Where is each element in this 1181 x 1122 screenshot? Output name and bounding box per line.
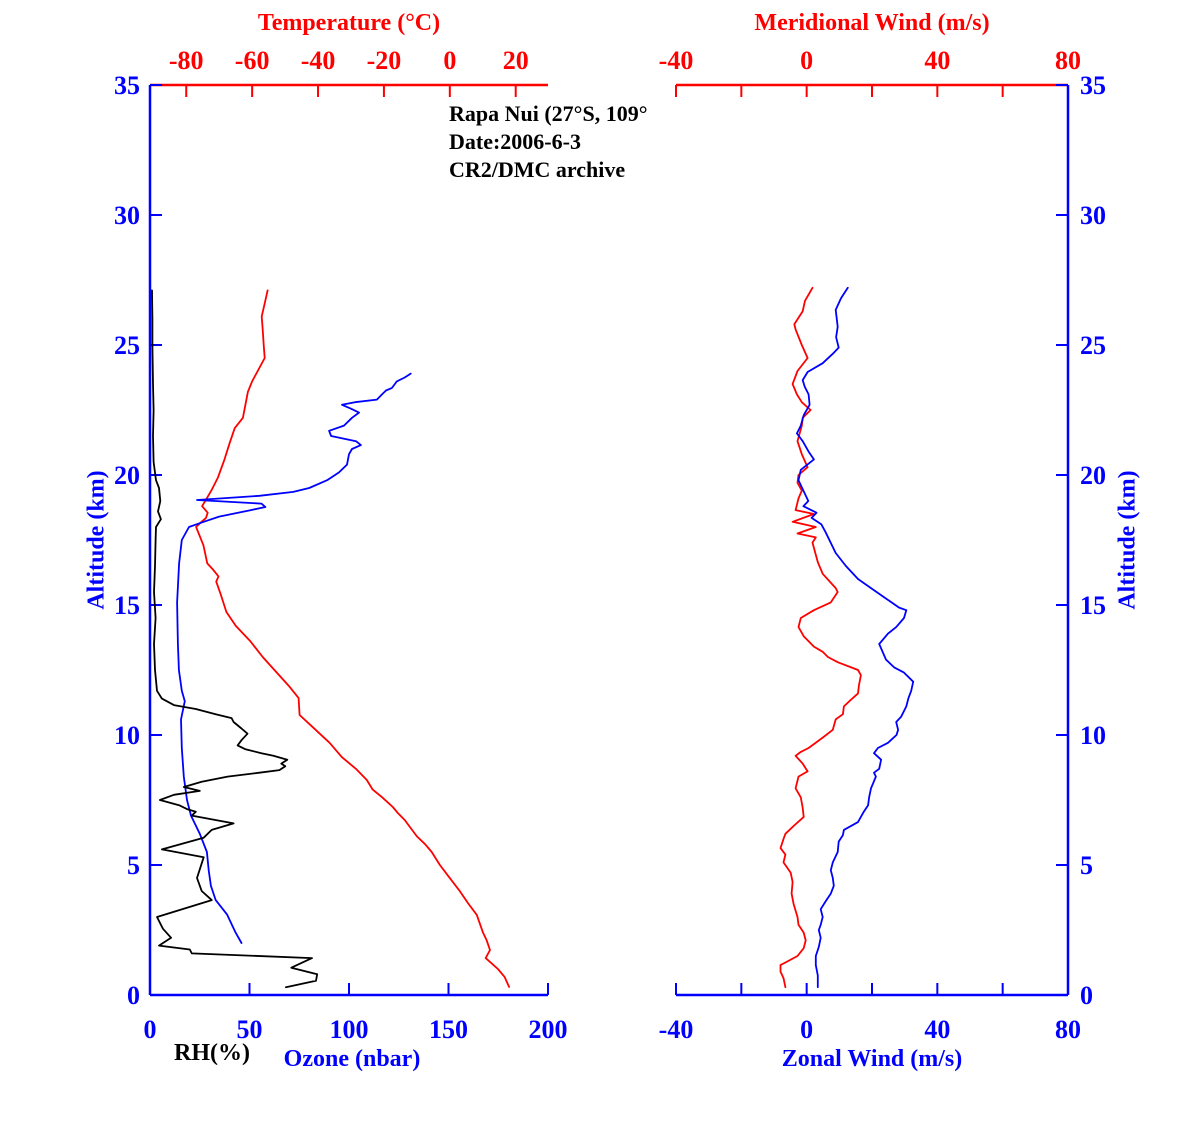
- altitude-axis-tick-label: 20: [1080, 461, 1106, 490]
- altitude-axis-tick-label: 35: [1080, 71, 1106, 100]
- station-annotation-line1: Rapa Nui (27°S, 109°: [449, 101, 648, 126]
- altitude-axis-title-right: Altitude (km): [1114, 470, 1141, 610]
- bottom-axis-tick-label: 0: [800, 1015, 813, 1044]
- meridional-axis-title: Meridional Wind (m/s): [754, 10, 990, 36]
- station-annotation: Rapa Nui (27°S, 109° Date:2006-6-3 CR2/D…: [449, 100, 648, 184]
- bottom-axis-tick-label: 50: [237, 1015, 263, 1044]
- altitude-axis-tick-label: 15: [1080, 591, 1106, 620]
- station-annotation-line3: CR2/DMC archive: [449, 157, 626, 182]
- altitude-axis-tick-label: 25: [1080, 331, 1106, 360]
- rh-axis-label: RH(%): [174, 1040, 250, 1066]
- top-axis-tick-label: 0: [443, 46, 456, 75]
- altitude-axis-tick-label: 10: [114, 721, 140, 750]
- top-axis-tick-label: -40: [659, 46, 694, 75]
- meridional-wind-curve: [779, 286, 862, 989]
- top-axis-tick-label: 20: [503, 46, 529, 75]
- top-axis-tick-label: -80: [169, 46, 204, 75]
- station-annotation-line2: Date:2006-6-3: [449, 129, 581, 154]
- altitude-axis-tick-label: 0: [1080, 981, 1093, 1010]
- temperature-curve: [195, 289, 511, 988]
- altitude-axis-tick-label: 5: [127, 851, 140, 880]
- zonal-axis-title: Zonal Wind (m/s): [781, 1046, 963, 1072]
- altitude-axis-tick-label: 20: [114, 461, 140, 490]
- top-axis-tick-label: 80: [1055, 46, 1081, 75]
- bottom-axis-tick-label: 80: [1055, 1015, 1081, 1044]
- rh-curve: [151, 289, 319, 989]
- top-axis-tick-label: 40: [924, 46, 950, 75]
- bottom-axis-tick-label: 200: [529, 1015, 568, 1044]
- altitude-axis-tick-label: 30: [114, 201, 140, 230]
- altitude-axis-tick-label: 15: [114, 591, 140, 620]
- top-axis-tick-label: -20: [367, 46, 402, 75]
- altitude-axis-tick-label: 0: [127, 981, 140, 1010]
- zonal-wind-curve: [796, 286, 915, 989]
- ozone-curve: [176, 372, 412, 944]
- ozone-axis-title: Ozone (nbar): [283, 1046, 421, 1072]
- bottom-axis-tick-label: -40: [659, 1015, 694, 1044]
- altitude-axis-tick-label: 5: [1080, 851, 1093, 880]
- top-axis-tick-label: -40: [301, 46, 336, 75]
- altitude-axis-tick-label: 25: [114, 331, 140, 360]
- altitude-axis-tick-label: 10: [1080, 721, 1106, 750]
- temperature-axis-title: Temperature (°C): [257, 10, 441, 36]
- bottom-axis-tick-label: 150: [429, 1015, 468, 1044]
- bottom-axis-tick-label: 100: [330, 1015, 369, 1044]
- altitude-axis-tick-label: 35: [114, 71, 140, 100]
- altitude-axis-title-left: Altitude (km): [83, 470, 110, 610]
- altitude-axis-tick-label: 30: [1080, 201, 1106, 230]
- bottom-axis-tick-label: 0: [144, 1015, 157, 1044]
- bottom-axis-tick-label: 40: [924, 1015, 950, 1044]
- top-axis-tick-label: -60: [235, 46, 270, 75]
- top-axis-tick-label: 0: [800, 46, 813, 75]
